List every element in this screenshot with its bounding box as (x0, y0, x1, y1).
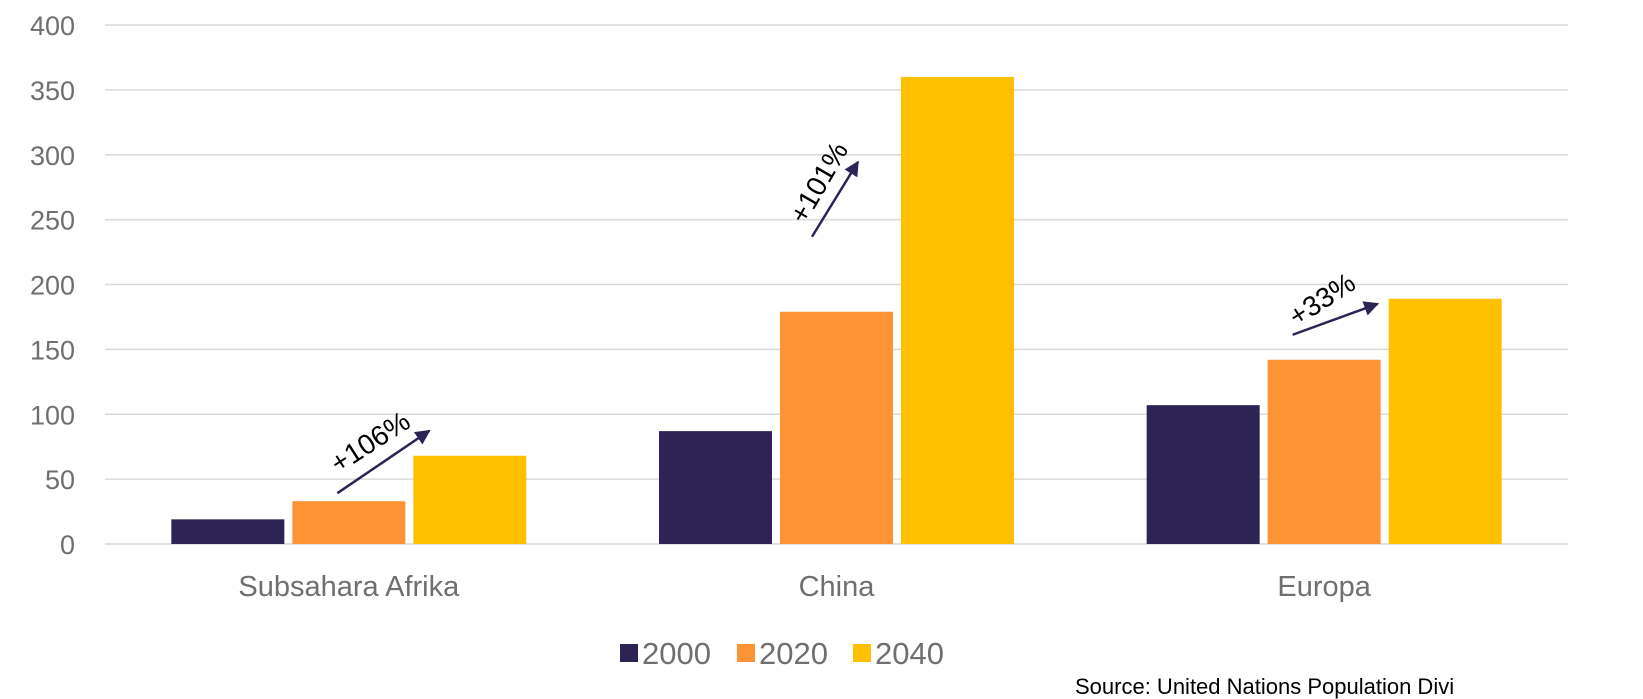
growth-arrow (1292, 301, 1380, 336)
bar-2000-2 (1146, 405, 1260, 544)
bars (171, 76, 1502, 545)
y-tick-label: 250 (30, 206, 75, 236)
y-tick-label: 350 (30, 76, 75, 106)
growth-label: +106% (325, 405, 416, 479)
legend-label: 2000 (642, 636, 711, 671)
category-labels: Subsahara Afrika China Europa (238, 571, 1371, 603)
y-axis-ticks: 0 50 100 150 200 250 300 350 400 (30, 11, 75, 560)
source-note: Source: United Nations Population Divi (1075, 674, 1454, 699)
y-tick-label: 50 (45, 465, 75, 495)
legend-swatch-2000 (620, 644, 638, 662)
y-tick-label: 150 (30, 335, 75, 365)
category-label: Europa (1277, 571, 1371, 603)
category-label: Subsahara Afrika (238, 571, 460, 603)
legend: 2000 2020 2040 (620, 636, 944, 671)
bar-2040-1 (901, 76, 1014, 545)
growth-arrow (336, 429, 431, 495)
growth-label: +101% (783, 137, 854, 229)
bar-2000-1 (659, 431, 772, 544)
y-tick-label: 0 (60, 530, 75, 560)
bar-2000-0 (171, 519, 285, 544)
category-label: China (799, 571, 876, 603)
bar-2020-2 (1267, 359, 1381, 544)
bar-2040-0 (413, 455, 527, 544)
y-tick-label: 200 (30, 271, 75, 301)
growth-label: +33% (1283, 267, 1361, 332)
y-tick-label: 300 (30, 141, 75, 171)
bar-2040-2 (1388, 298, 1502, 544)
legend-swatch-2040 (853, 644, 871, 662)
y-tick-label: 100 (30, 400, 75, 430)
legend-swatch-2020 (737, 644, 755, 662)
gridlines (105, 24, 1568, 545)
bar-2020-1 (780, 311, 893, 544)
bar-2020-0 (292, 501, 406, 544)
growth-arrow (810, 160, 860, 238)
legend-label: 2040 (875, 636, 944, 671)
legend-label: 2020 (759, 636, 828, 671)
y-tick-label: 400 (30, 11, 75, 41)
